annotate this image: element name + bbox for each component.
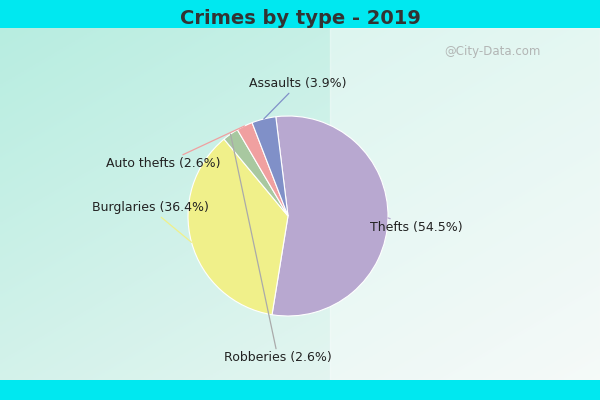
Text: Robberies (2.6%): Robberies (2.6%) xyxy=(224,134,332,364)
Text: Crimes by type - 2019: Crimes by type - 2019 xyxy=(179,8,421,28)
Bar xyxy=(330,28,600,380)
Wedge shape xyxy=(272,116,388,316)
Text: Assaults (3.9%): Assaults (3.9%) xyxy=(249,78,347,119)
Wedge shape xyxy=(188,139,288,315)
Text: Burglaries (36.4%): Burglaries (36.4%) xyxy=(92,202,208,242)
Wedge shape xyxy=(238,123,288,216)
Text: Thefts (54.5%): Thefts (54.5%) xyxy=(370,218,463,234)
Text: @City-Data.com: @City-Data.com xyxy=(444,46,540,58)
Wedge shape xyxy=(224,130,288,216)
Text: Auto thefts (2.6%): Auto thefts (2.6%) xyxy=(106,126,245,170)
Wedge shape xyxy=(252,117,288,216)
